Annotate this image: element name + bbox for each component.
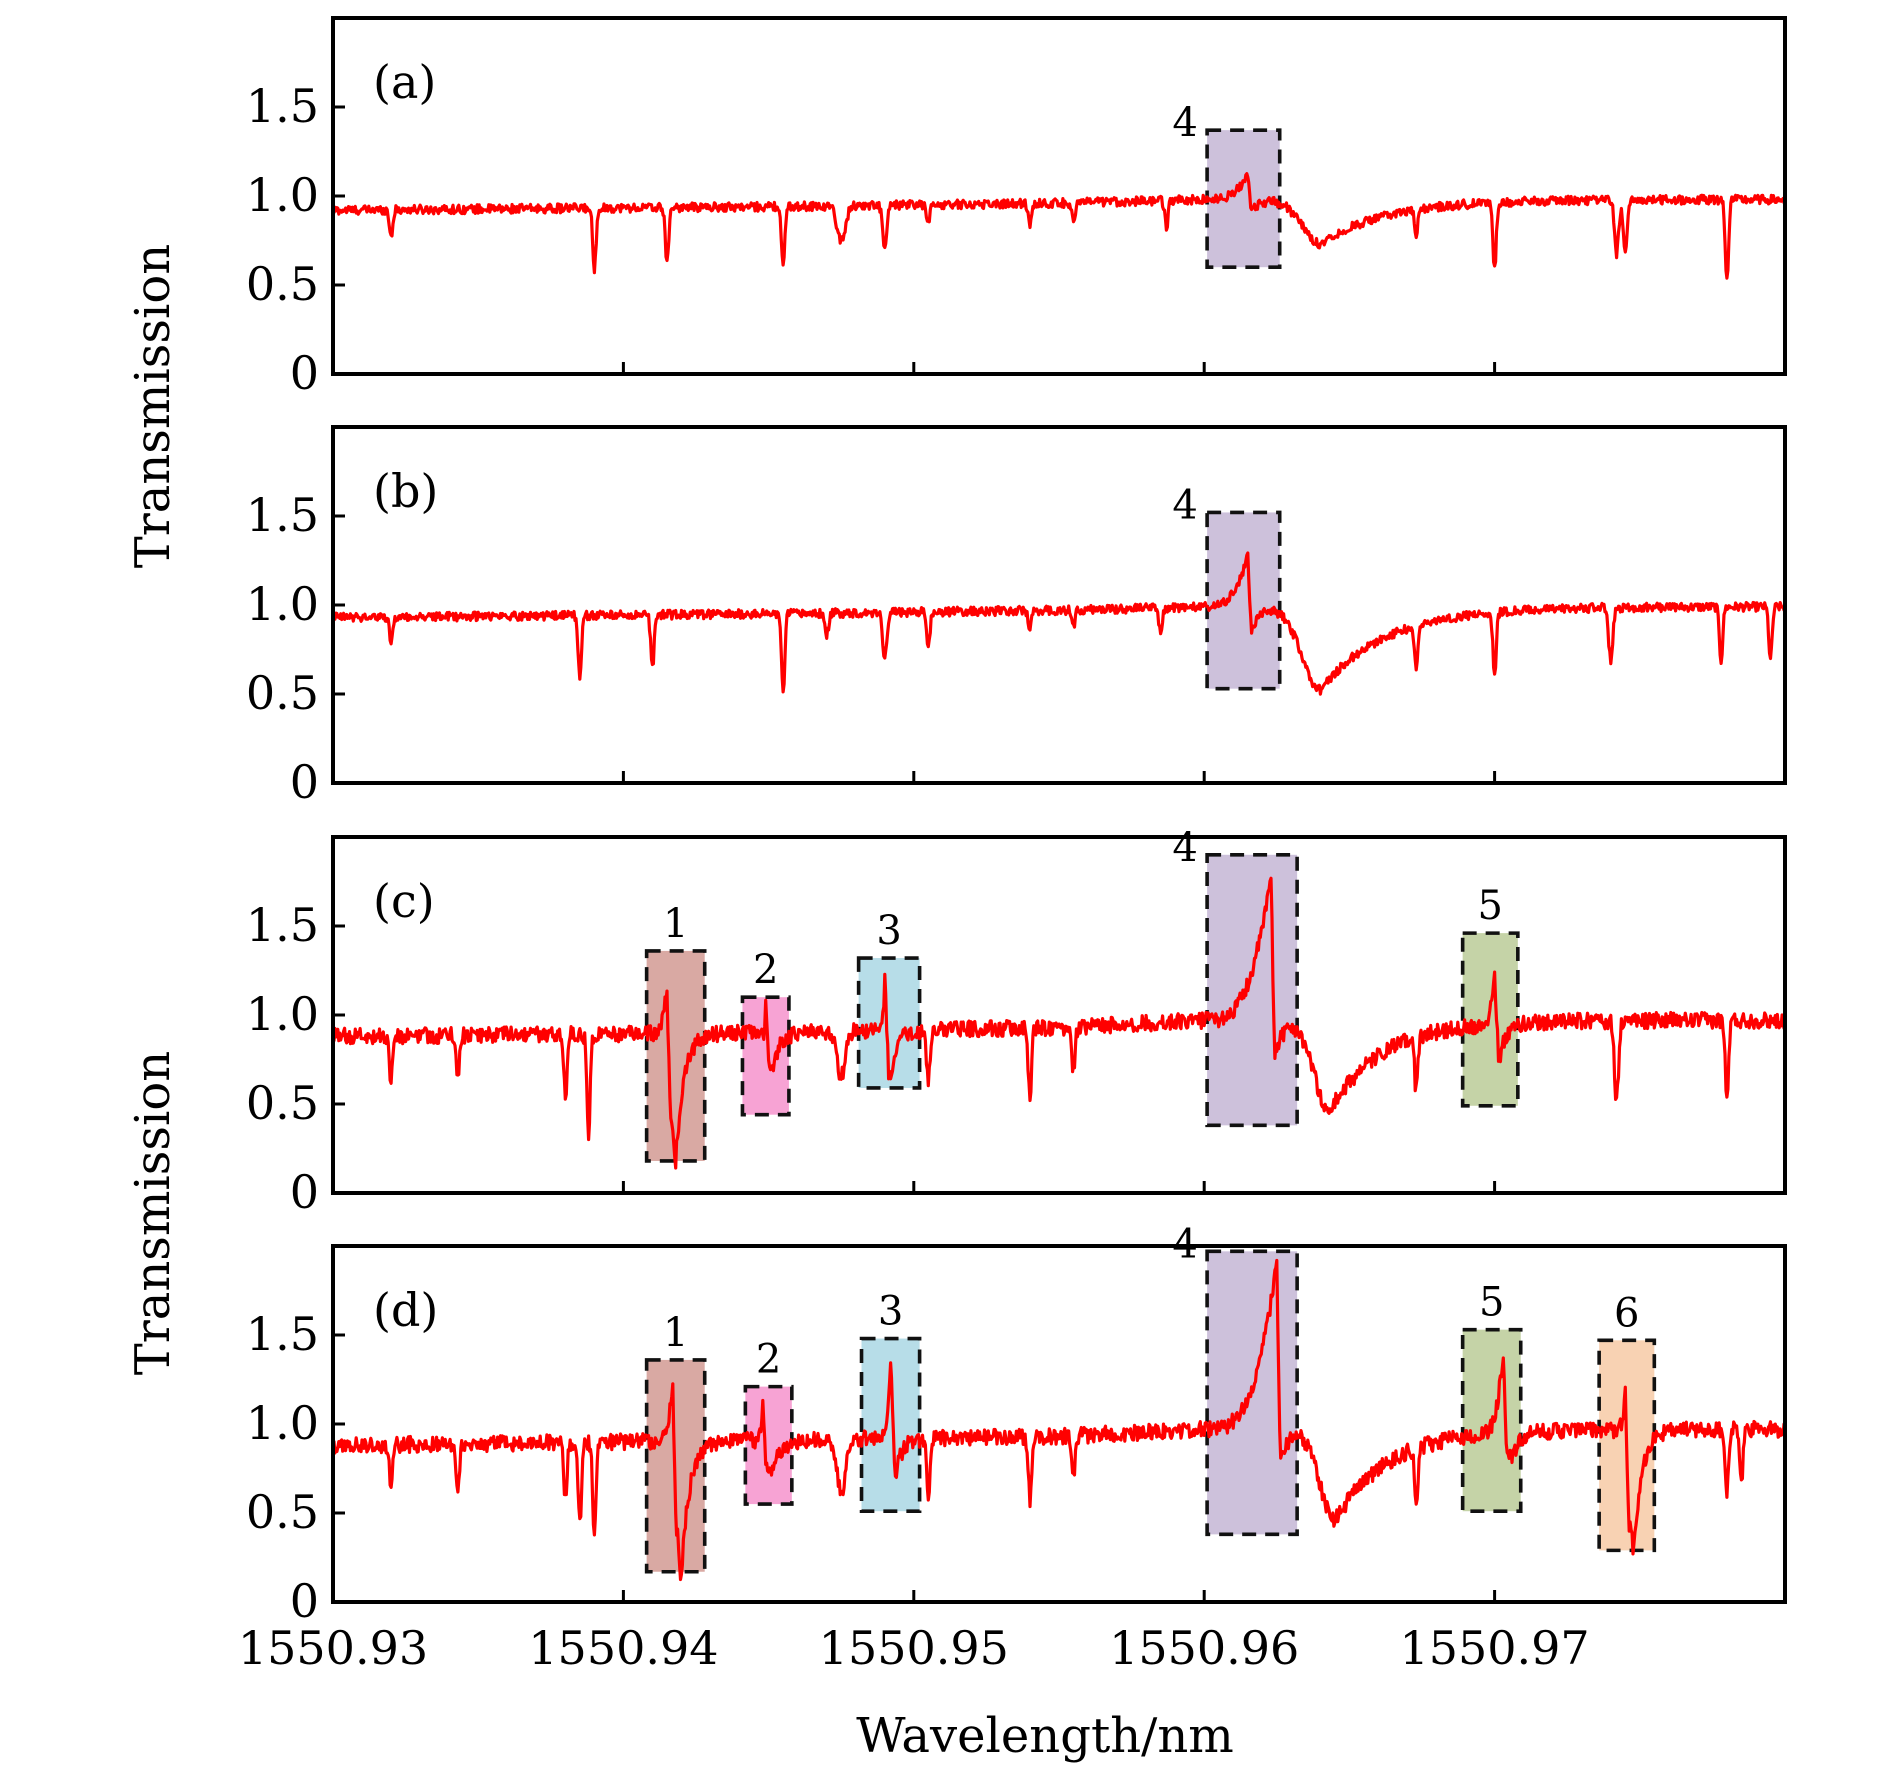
marker-box-label-1: 1 bbox=[663, 901, 688, 947]
x-tick-label: 1550.93 bbox=[238, 1621, 428, 1675]
x-tick-label: 1550.95 bbox=[819, 1621, 1009, 1675]
y-tick-label: 0 bbox=[290, 346, 319, 400]
panel-label: (b) bbox=[373, 464, 438, 518]
marker-box-1 bbox=[644, 949, 707, 1163]
x-tick-label: 1550.94 bbox=[528, 1621, 718, 1675]
marker-box-label-5: 5 bbox=[1479, 1280, 1504, 1326]
marker-box-label-2: 2 bbox=[756, 1337, 781, 1383]
panel-label: (d) bbox=[373, 1283, 438, 1337]
y-tick-label: 1.0 bbox=[246, 1396, 319, 1450]
plot-frame bbox=[331, 835, 1787, 1195]
y-tick-label: 1.5 bbox=[246, 79, 319, 133]
marker-box-4 bbox=[1205, 852, 1299, 1128]
x-tick-label: 1550.96 bbox=[1109, 1621, 1299, 1675]
y-tick-label: 0 bbox=[290, 1165, 319, 1219]
panel-label: (c) bbox=[373, 874, 435, 928]
panel-b: 4 0 0.5 1.0 1.5 (b) bbox=[246, 425, 1787, 809]
y-tick-label: 1.5 bbox=[246, 1307, 319, 1361]
trace-d bbox=[332, 1258, 1787, 1582]
trace-c bbox=[331, 876, 1787, 1170]
marker-box-label-4: 4 bbox=[1172, 482, 1197, 528]
y-tick-label: 0 bbox=[290, 755, 319, 809]
y-tick-label: 0.5 bbox=[246, 1485, 319, 1539]
y-tick-label: 0.5 bbox=[246, 666, 319, 720]
panel-a: 4 0 0.5 1.0 1.5 (a) bbox=[246, 16, 1787, 400]
marker-box-label-2: 2 bbox=[753, 947, 778, 993]
marker-box-label-3: 3 bbox=[876, 908, 901, 954]
x-tick-label: 1550.97 bbox=[1399, 1621, 1589, 1675]
y-tick-label: 0.5 bbox=[246, 257, 319, 311]
marker-box-label-1: 1 bbox=[663, 1310, 688, 1356]
y-tick-label: 1.5 bbox=[246, 488, 319, 542]
y-tick-label: 1.0 bbox=[246, 577, 319, 631]
y-tick-label: 1.5 bbox=[246, 898, 319, 952]
marker-box-3 bbox=[856, 956, 922, 1090]
trace-a bbox=[331, 172, 1787, 280]
panel-c: 1 2 3 4 5 0 0.5 1.0 1.5 (c) bbox=[246, 825, 1787, 1219]
y-tick-label: 1.0 bbox=[246, 168, 319, 222]
marker-box-label-4: 4 bbox=[1172, 100, 1197, 146]
y-tick-label: 0 bbox=[290, 1574, 319, 1628]
y-axis-label-top: Transmission bbox=[125, 244, 181, 568]
marker-box-label-4: 4 bbox=[1172, 825, 1197, 871]
y-tick-label: 1.0 bbox=[246, 987, 319, 1041]
y-tick-label: 0.5 bbox=[246, 1076, 319, 1130]
x-axis-label: Wavelength/nm bbox=[856, 1708, 1234, 1764]
marker-box-label-3: 3 bbox=[878, 1289, 903, 1335]
marker-box-label-6: 6 bbox=[1614, 1290, 1639, 1336]
panel-label: (a) bbox=[373, 55, 436, 109]
trace-b bbox=[331, 551, 1787, 696]
marker-box-label-5: 5 bbox=[1478, 883, 1503, 929]
y-axis-label-bottom: Transmission bbox=[125, 1051, 181, 1375]
